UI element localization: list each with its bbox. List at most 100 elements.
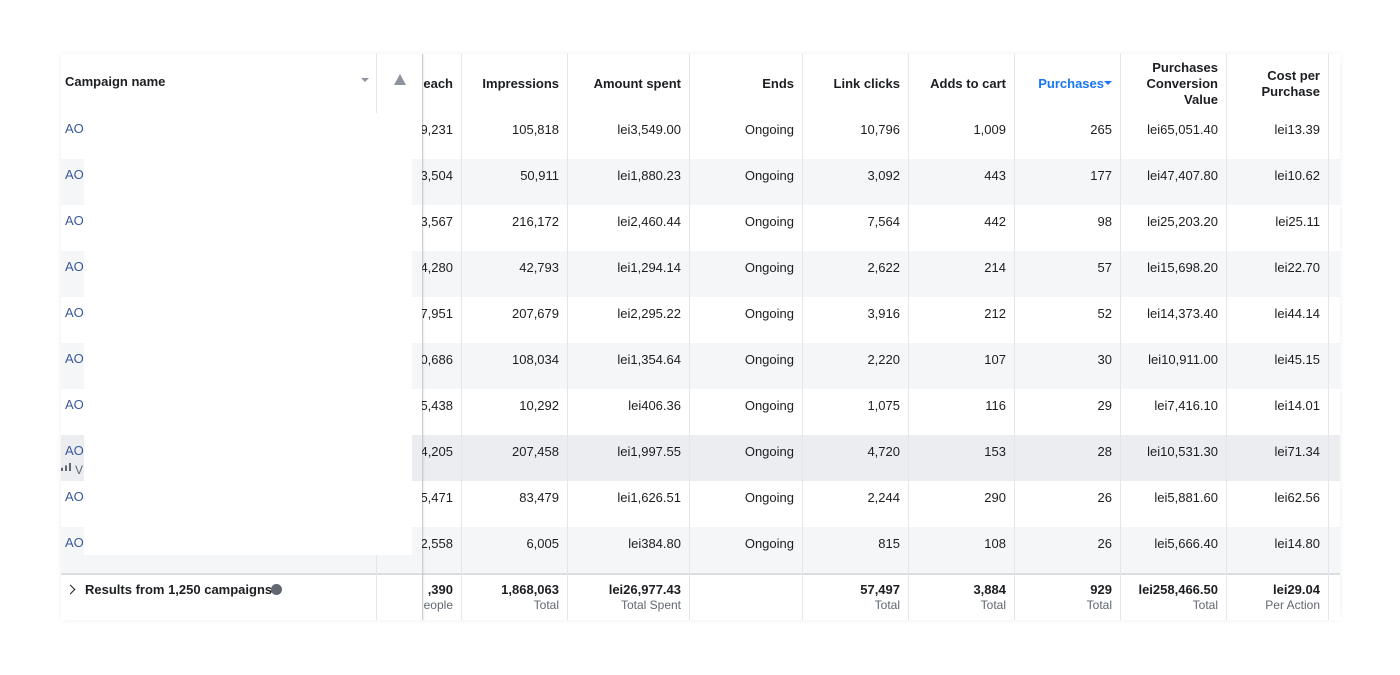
table-cell: Ongoing: [689, 527, 802, 573]
cell-value: 207,458: [512, 444, 559, 459]
table-cell: 30: [1014, 343, 1120, 389]
table-cell: 105,818: [461, 113, 567, 159]
column-header[interactable]: Purchases: [1014, 54, 1120, 113]
campaign-link[interactable]: AO: [65, 535, 84, 550]
column-divider: [689, 54, 690, 620]
cell-value: lei44.14: [1274, 306, 1320, 321]
campaign-link[interactable]: AO: [65, 489, 84, 504]
table-cell: lei10.62: [1226, 159, 1328, 205]
cell-value: lei5,881.60: [1154, 490, 1218, 505]
table-cell: lei45.15: [1226, 343, 1328, 389]
cell-value: 9,231: [422, 122, 453, 137]
header-text: Purchases: [1038, 75, 1104, 91]
cell-value: 3,916: [867, 306, 900, 321]
cell-value: Ongoing: [744, 490, 794, 505]
table-cell: 26: [1014, 481, 1120, 527]
table-cell: 177: [1014, 159, 1120, 205]
table-cell: lei14.01: [1226, 389, 1328, 435]
cell-value: Ongoing: [744, 536, 794, 551]
cell-value: 3,504: [422, 168, 453, 183]
column-header[interactable]: Ends: [689, 54, 802, 113]
chart-icon: [61, 463, 71, 471]
table-cell: 50,911: [461, 159, 567, 205]
footer-value: lei258,466.50: [1138, 582, 1218, 597]
table-cell: 108,034: [461, 343, 567, 389]
cell-value: lei2,295.22: [617, 306, 681, 321]
cell-value: 28: [1097, 444, 1112, 459]
cell-value: 153: [984, 444, 1006, 459]
cell-value: 4,280: [422, 260, 453, 275]
cell-value: 443: [984, 168, 1006, 183]
cell-value: lei25,203.20: [1147, 214, 1218, 229]
column-divider: [422, 54, 423, 620]
table-cell: Ongoing: [689, 389, 802, 435]
campaign-link[interactable]: AO: [65, 167, 84, 182]
cell-value: lei7,416.10: [1154, 398, 1218, 413]
campaign-link[interactable]: AO: [65, 397, 84, 412]
table-cell: AO: [61, 251, 376, 297]
column-header[interactable]: Amount spent: [567, 54, 689, 113]
cell-value: 108: [984, 536, 1006, 551]
footer-cell: lei26,977.43 Total Spent: [567, 573, 689, 620]
column-header[interactable]: each: [422, 54, 461, 113]
campaign-link[interactable]: AO: [65, 121, 84, 136]
table-cell: Ongoing: [689, 481, 802, 527]
table-cell: AO: [61, 297, 376, 343]
column-header[interactable]: Campaign name: [61, 54, 376, 113]
cell-value: 815: [878, 536, 900, 551]
header-text: Adds to cart: [930, 75, 1006, 91]
footer-value: lei26,977.43: [608, 582, 681, 597]
cell-value: Ongoing: [744, 260, 794, 275]
table-cell: Ongoing: [689, 205, 802, 251]
table-cell: AO: [61, 527, 376, 573]
footer-note: Total: [1192, 598, 1218, 612]
cell-value: lei1,880.23: [617, 168, 681, 183]
campaign-link[interactable]: AO: [65, 305, 84, 320]
table-cell: 5,438: [422, 389, 461, 435]
cell-value: 212: [984, 306, 1006, 321]
footer-note: Per Action: [1265, 598, 1320, 612]
column-divider: [1014, 54, 1015, 620]
table-cell: AO: [61, 389, 376, 435]
table-cell: lei14,373.40: [1120, 297, 1226, 343]
ads-table: Campaign name each Impressions Amount spent…: [61, 54, 1340, 620]
cell-value: 177: [1090, 168, 1112, 183]
cell-value: Ongoing: [744, 352, 794, 367]
cell-value: 83,479: [519, 490, 559, 505]
redaction: [84, 113, 412, 555]
cell-value: 10,292: [519, 398, 559, 413]
table-cell: lei25,203.20: [1120, 205, 1226, 251]
table-cell: 5,471: [422, 481, 461, 527]
footer-label[interactable]: Results from 1,250 campaigns: [85, 582, 273, 597]
cell-value: lei2,460.44: [617, 214, 681, 229]
table-cell: 4,280: [422, 251, 461, 297]
row-sub-label[interactable]: V: [75, 463, 84, 477]
footer-note: eople: [423, 598, 453, 612]
campaign-link[interactable]: AO: [65, 213, 84, 228]
cell-value: 2,244: [867, 490, 900, 505]
table-cell: 212: [908, 297, 1014, 343]
column-divider: [908, 54, 909, 620]
cell-value: 265: [1090, 122, 1112, 137]
table-cell: 815: [802, 527, 908, 573]
column-header[interactable]: Purchases Conversion Value: [1120, 54, 1226, 113]
footer-cell: 57,497 Total: [802, 573, 908, 620]
cell-value: lei406.36: [628, 398, 681, 413]
table-cell: lei406.36: [567, 389, 689, 435]
campaign-link[interactable]: AO: [65, 351, 84, 366]
column-header[interactable]: Link clicks: [802, 54, 908, 113]
column-header[interactable]: Impressions: [461, 54, 567, 113]
table-cell: lei1,880.23: [567, 159, 689, 205]
table-cell: 3,567: [422, 205, 461, 251]
cell-value: lei62.56: [1274, 490, 1320, 505]
campaign-link[interactable]: AO: [65, 259, 84, 274]
table-cell: 442: [908, 205, 1014, 251]
campaign-link[interactable]: AO: [65, 443, 84, 458]
cell-value: 10,796: [860, 122, 900, 137]
header-text: each: [423, 75, 453, 91]
table-cell: 7,564: [802, 205, 908, 251]
column-header[interactable]: Cost per Purchase: [1226, 54, 1328, 113]
cell-value: 3,567: [422, 214, 453, 229]
column-divider: [567, 54, 568, 620]
column-header[interactable]: Adds to cart: [908, 54, 1014, 113]
